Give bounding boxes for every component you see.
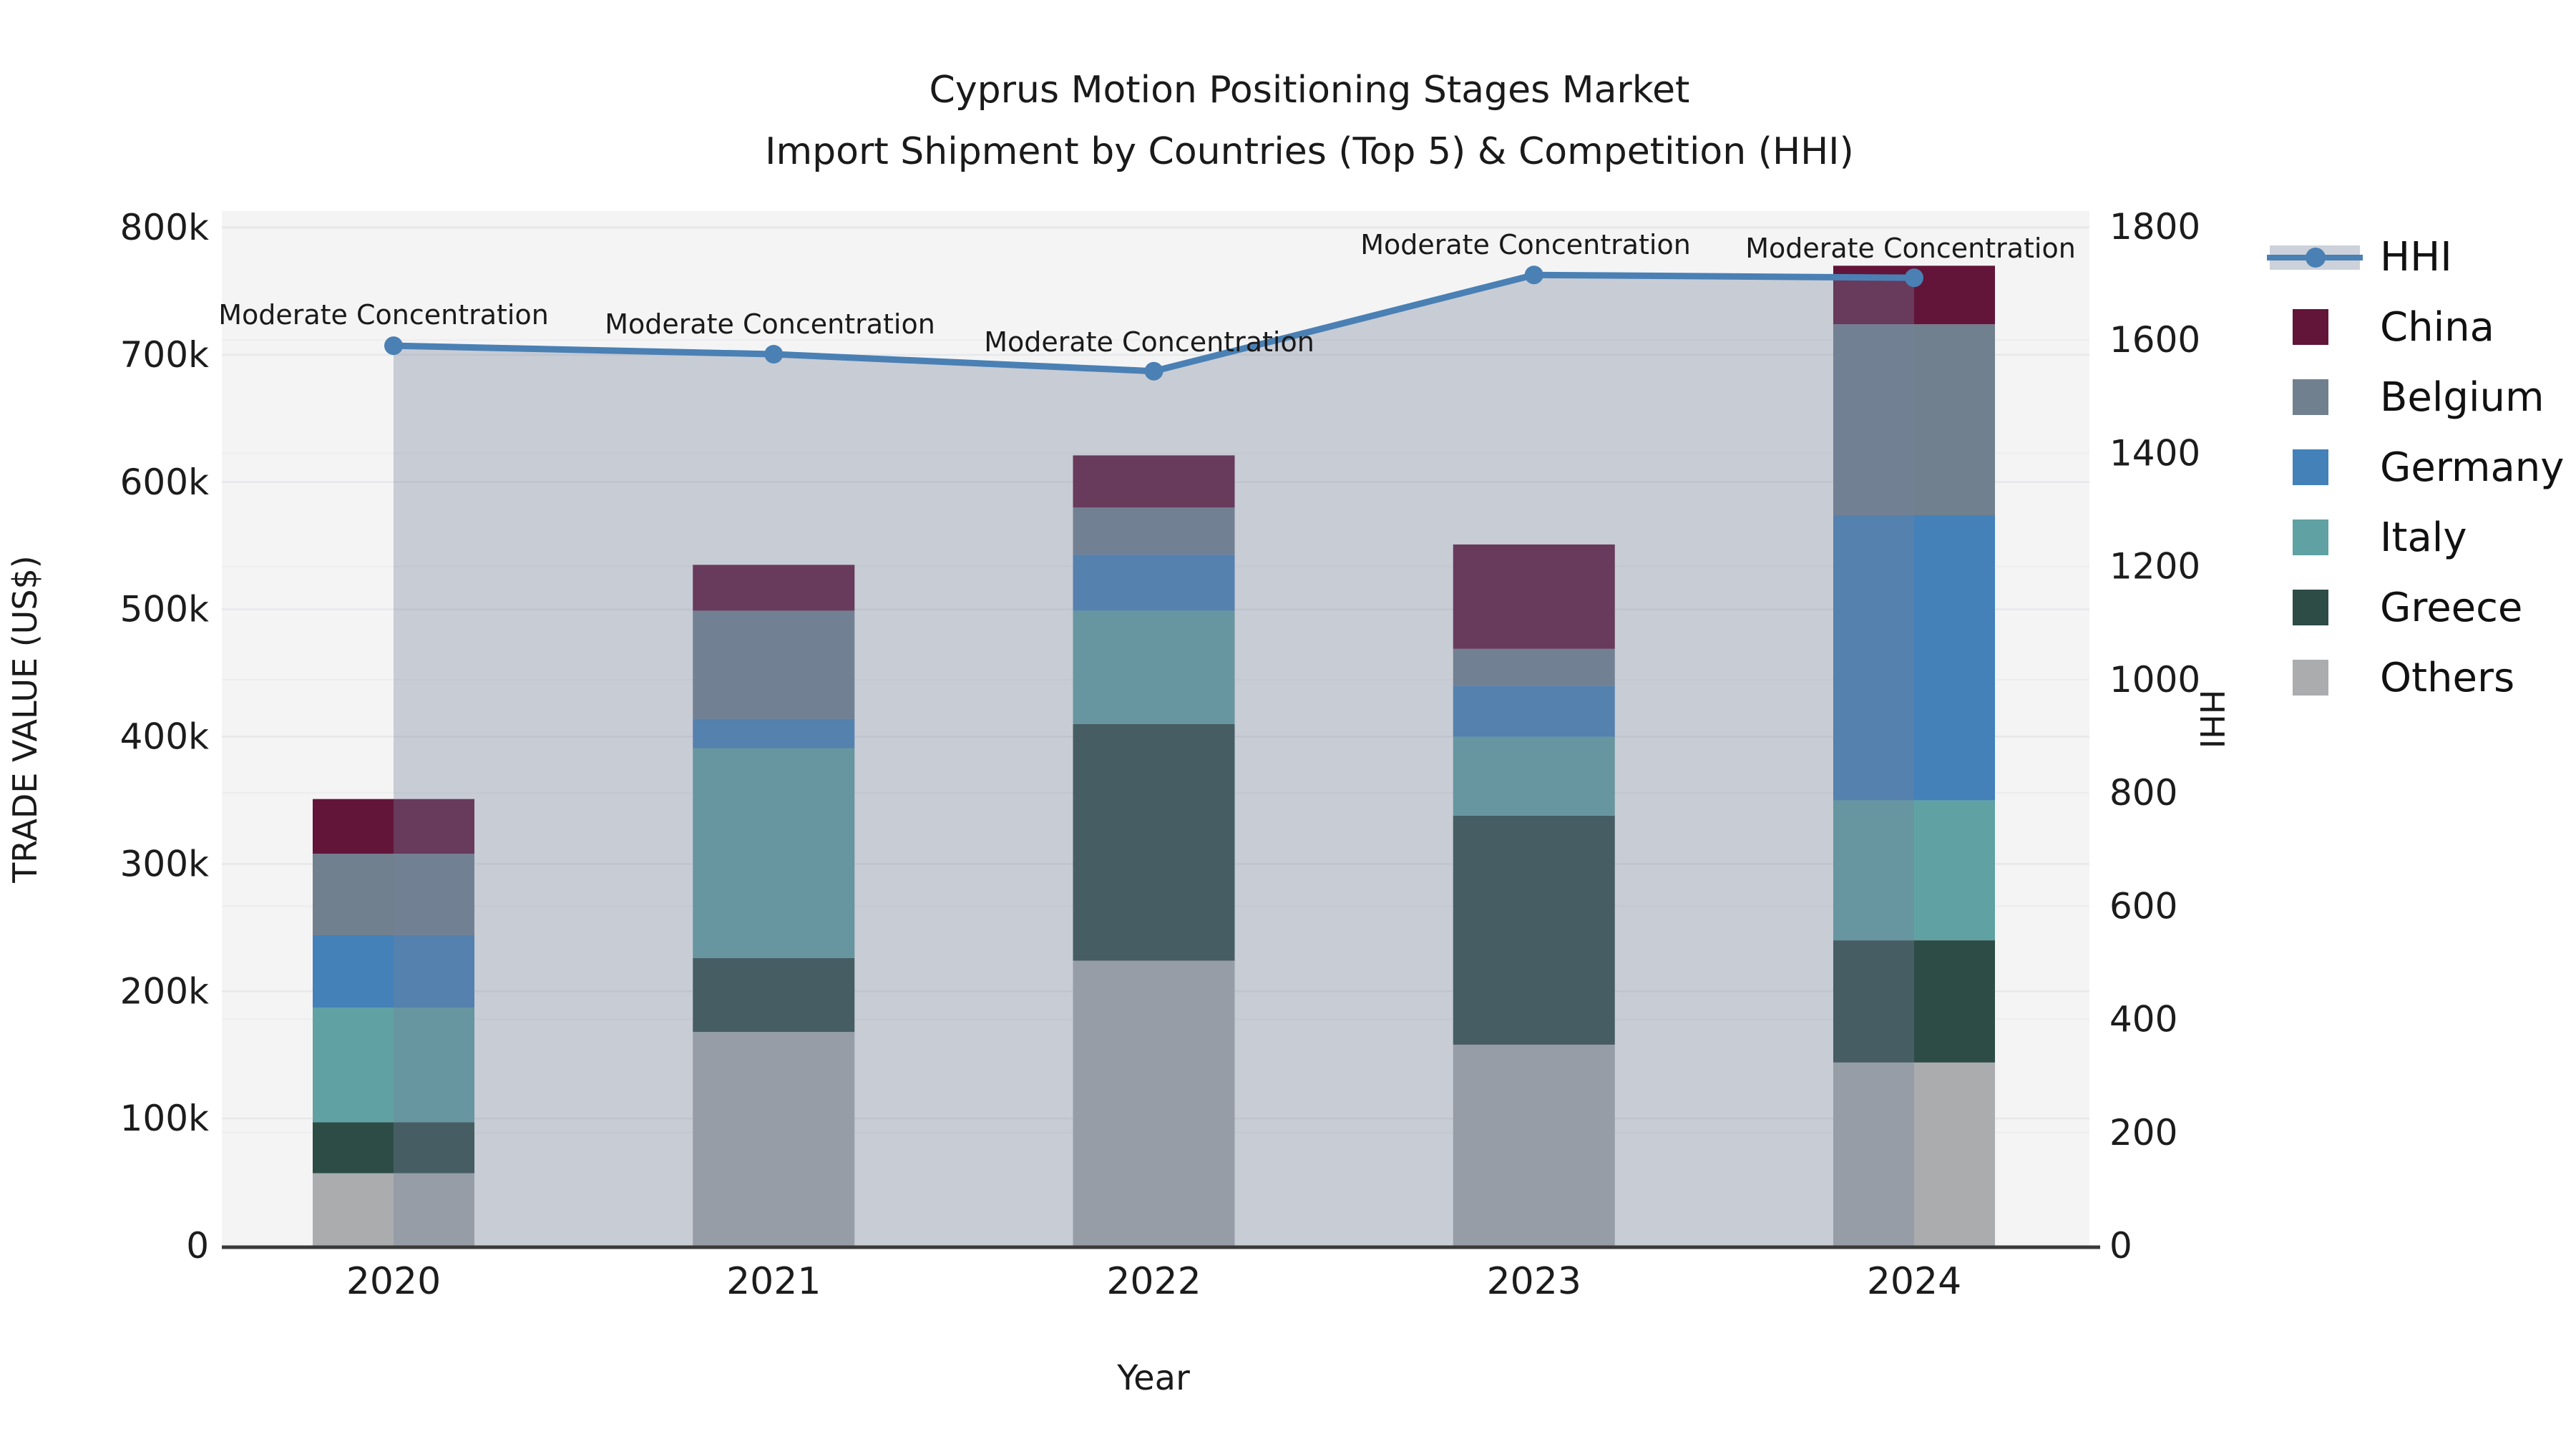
hhi-area-fill bbox=[394, 275, 1914, 1246]
right-tick-1600: 1600 bbox=[2109, 319, 2200, 361]
chart-subtitle: Import Shipment by Countries (Top 5) & C… bbox=[765, 130, 1854, 173]
left-tick-300k: 300k bbox=[120, 843, 209, 884]
bar-segment-others-2024 bbox=[1833, 1062, 1995, 1246]
chart-title: Cyprus Motion Positioning Stages Market bbox=[929, 69, 1690, 112]
legend-label-greece: Greece bbox=[2380, 584, 2523, 631]
legend-swatch-icon bbox=[2267, 306, 2373, 348]
bar-segment-italy-2020 bbox=[313, 1008, 474, 1123]
legend-swatch-belgium bbox=[2293, 379, 2328, 415]
bar-segment-china-2023 bbox=[1453, 544, 1615, 649]
left-tick-500k: 500k bbox=[120, 589, 209, 630]
hhi-marker-2023 bbox=[1524, 265, 1543, 285]
legend-item-greece: Greece bbox=[2267, 572, 2564, 643]
bar-segment-china-2021 bbox=[693, 565, 855, 611]
left-tick-800k: 800k bbox=[120, 207, 209, 248]
bar-segment-greece-2022 bbox=[1073, 723, 1235, 961]
hhi-marker-2022 bbox=[1144, 361, 1163, 381]
bar-segment-greece-2021 bbox=[693, 958, 855, 1033]
left-tick-400k: 400k bbox=[120, 716, 209, 758]
legend-swatch-icon bbox=[2267, 376, 2373, 419]
bars-group bbox=[313, 265, 1995, 1246]
legend-label-belgium: Belgium bbox=[2380, 374, 2545, 421]
x-axis-title: Year bbox=[1117, 1358, 1190, 1398]
bar-segment-italy-2024 bbox=[1833, 800, 1995, 941]
right-tick-800: 800 bbox=[2109, 772, 2177, 814]
bar-segment-belgium-2021 bbox=[693, 610, 855, 719]
bar-segment-greece-2024 bbox=[1833, 940, 1995, 1063]
bar-segment-china-2020 bbox=[313, 799, 474, 854]
bar-segment-germany-2022 bbox=[1073, 555, 1235, 611]
right-tick-1800: 1800 bbox=[2109, 206, 2200, 248]
x-tick-2023: 2023 bbox=[1487, 1260, 1581, 1303]
legend-swatch-icon bbox=[2267, 586, 2373, 629]
left-tick-200k: 200k bbox=[120, 970, 209, 1012]
legend-item-others: Others bbox=[2267, 643, 2564, 713]
right-tick-400: 400 bbox=[2109, 999, 2177, 1040]
legend-swatch-china bbox=[2293, 309, 2328, 345]
bar-segment-germany-2020 bbox=[313, 935, 474, 1008]
legend-label-germany: Germany bbox=[2380, 444, 2565, 491]
bar-segment-italy-2022 bbox=[1073, 610, 1235, 724]
right-tick-1400: 1400 bbox=[2109, 432, 2200, 474]
legend-item-hhi: HHI bbox=[2267, 222, 2564, 292]
hhi-marker-2024 bbox=[1905, 268, 1923, 288]
legend-label-hhi: HHI bbox=[2380, 233, 2452, 280]
legend-swatch-icon bbox=[2267, 516, 2373, 559]
annotation-2020: Moderate Concentration bbox=[218, 299, 549, 331]
left-tick-0: 0 bbox=[186, 1225, 209, 1267]
left-tick-700k: 700k bbox=[120, 334, 209, 376]
hhi-marker-2020 bbox=[384, 336, 403, 356]
right-tick-600: 600 bbox=[2109, 885, 2177, 927]
legend-item-germany: Germany bbox=[2267, 432, 2564, 502]
legend-label-italy: Italy bbox=[2380, 514, 2467, 561]
bar-segment-germany-2023 bbox=[1453, 686, 1615, 737]
legend-swatch-icon bbox=[2267, 446, 2373, 489]
x-tick-2020: 2020 bbox=[346, 1260, 441, 1303]
hhi-marker-2021 bbox=[764, 345, 784, 364]
legend-item-italy: Italy bbox=[2267, 502, 2564, 572]
legend-swatch-icon bbox=[2267, 656, 2373, 699]
bar-segment-belgium-2020 bbox=[313, 854, 474, 935]
legend: HHI China Belgium Germany Italy Greece Others bbox=[2267, 222, 2564, 713]
right-tick-1000: 1000 bbox=[2109, 659, 2200, 701]
bar-segment-greece-2023 bbox=[1453, 815, 1615, 1045]
legend-hhi-line-icon bbox=[2267, 235, 2373, 278]
bar-segment-others-2021 bbox=[693, 1032, 855, 1246]
bar-segment-germany-2024 bbox=[1833, 514, 1995, 801]
legend-label-china: China bbox=[2380, 303, 2494, 351]
x-tick-2024: 2024 bbox=[1867, 1260, 1961, 1303]
right-tick-1200: 1200 bbox=[2109, 546, 2200, 587]
legend-label-others: Others bbox=[2380, 654, 2515, 701]
bar-segment-belgium-2022 bbox=[1073, 507, 1235, 555]
right-tick-200: 200 bbox=[2109, 1112, 2177, 1153]
annotation-2022: Moderate Concentration bbox=[984, 326, 1314, 358]
annotation-2023: Moderate Concentration bbox=[1360, 229, 1691, 260]
annotation-2024: Moderate Concentration bbox=[1745, 233, 2076, 264]
annotation-2021: Moderate Concentration bbox=[605, 308, 935, 340]
legend-item-china: China bbox=[2267, 292, 2564, 362]
bar-segment-greece-2020 bbox=[313, 1122, 474, 1174]
bar-segment-china-2022 bbox=[1073, 455, 1235, 508]
legend-swatch-others bbox=[2293, 660, 2328, 696]
left-tick-100k: 100k bbox=[120, 1098, 209, 1139]
x-tick-2021: 2021 bbox=[726, 1260, 821, 1303]
bar-segment-others-2022 bbox=[1073, 960, 1235, 1246]
left-tick-600k: 600k bbox=[120, 462, 209, 503]
legend-swatch-greece bbox=[2293, 590, 2328, 625]
legend-item-belgium: Belgium bbox=[2267, 362, 2564, 432]
bar-segment-others-2023 bbox=[1453, 1044, 1615, 1246]
bar-segment-belgium-2024 bbox=[1833, 324, 1995, 515]
legend-swatch-germany bbox=[2293, 449, 2328, 485]
bar-segment-germany-2021 bbox=[693, 718, 855, 748]
right-tick-0: 0 bbox=[2109, 1225, 2132, 1267]
x-tick-2022: 2022 bbox=[1106, 1260, 1201, 1303]
bar-segment-italy-2023 bbox=[1453, 736, 1615, 816]
legend-marker-dot bbox=[2306, 248, 2326, 268]
bar-segment-belgium-2023 bbox=[1453, 648, 1615, 686]
legend-swatch-italy bbox=[2293, 519, 2328, 555]
bar-segment-others-2020 bbox=[313, 1173, 474, 1246]
bar-segment-italy-2021 bbox=[693, 748, 855, 959]
